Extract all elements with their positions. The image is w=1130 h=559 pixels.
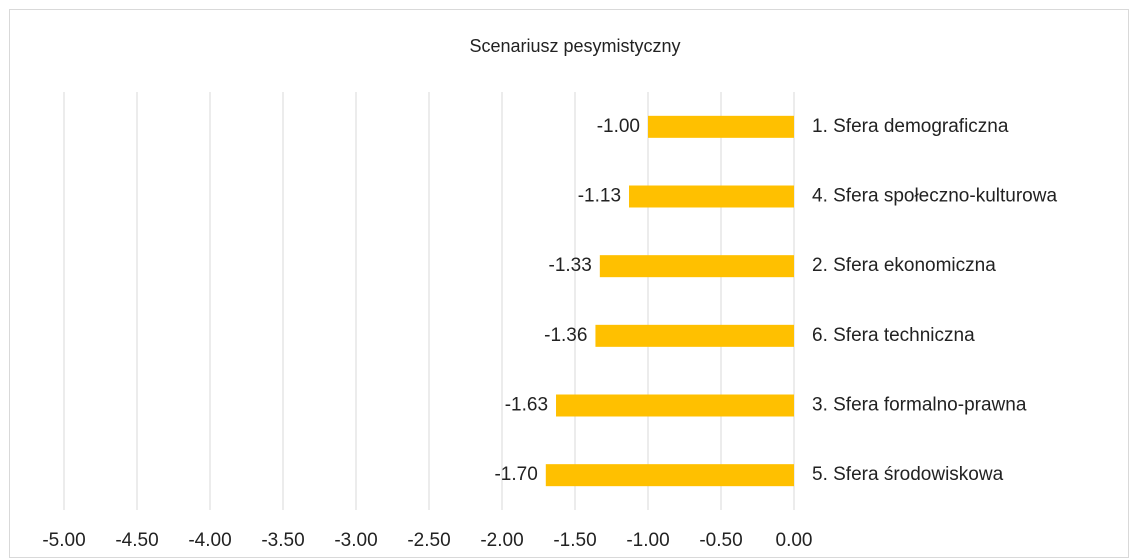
data-label: -1.00 (597, 116, 640, 137)
bar (629, 185, 794, 208)
x-tick-label: 0.00 (776, 530, 813, 551)
x-tick-label: -0.50 (699, 530, 742, 551)
category-label: 5. Sfera środowiskowa (812, 464, 1004, 485)
x-tick-label: -1.50 (553, 530, 596, 551)
x-tick-label: -1.00 (626, 530, 669, 551)
bar (556, 394, 794, 417)
x-tick-label: -2.50 (407, 530, 450, 551)
data-label: -1.70 (494, 464, 537, 485)
x-tick-label: -3.50 (261, 530, 304, 551)
data-label: -1.63 (505, 395, 548, 416)
chart-title: Scenariusz pesymistyczny (469, 36, 680, 56)
category-label: 3. Sfera formalno-prawna (812, 395, 1027, 416)
x-tick-label: -4.00 (188, 530, 231, 551)
category-label: 2. Sfera ekonomiczna (812, 255, 996, 276)
x-tick-label: -5.00 (42, 530, 85, 551)
data-label: -1.36 (544, 325, 587, 346)
bar (595, 324, 794, 347)
data-label: -1.33 (549, 255, 592, 276)
bar (599, 255, 794, 278)
x-tick-label: -3.00 (334, 530, 377, 551)
bar (648, 115, 794, 138)
category-label: 1. Sfera demograficzna (812, 116, 1009, 137)
category-label: 4. Sfera społeczno-kulturowa (812, 186, 1057, 207)
x-tick-label: -4.50 (115, 530, 158, 551)
bar (545, 464, 794, 487)
data-label: -1.13 (578, 186, 621, 207)
category-label: 6. Sfera techniczna (812, 325, 975, 346)
x-tick-label: -2.00 (480, 530, 523, 551)
